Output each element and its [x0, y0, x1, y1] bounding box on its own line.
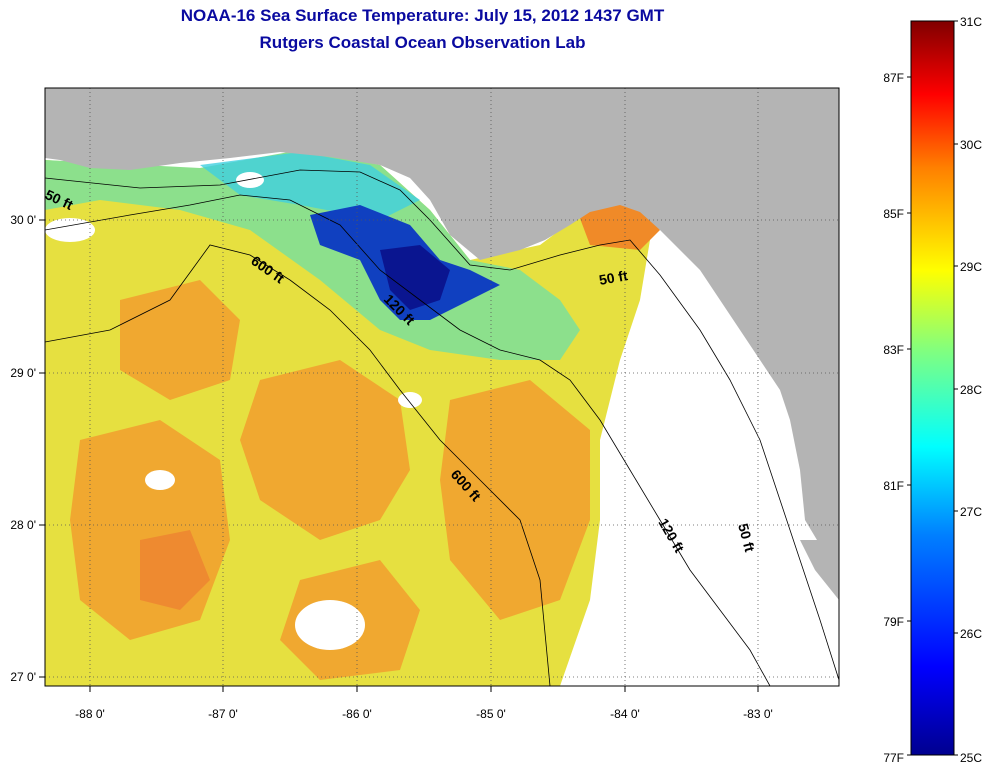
colorbar-fahrenheit-label: 77F	[883, 751, 904, 765]
cloud-gap	[295, 600, 365, 650]
sst-warm-patch	[440, 380, 590, 620]
colorbar-fahrenheit-label: 81F	[883, 479, 904, 493]
contour-label: 50 ft	[598, 267, 629, 288]
lat-tick-label: 27 0'	[10, 670, 36, 684]
sst-field-cyan	[200, 152, 420, 220]
colorbar-fahrenheit-label: 83F	[883, 343, 904, 357]
lon-tick-label: -87 0'	[208, 707, 238, 721]
colorbar-fahrenheit-label: 85F	[883, 207, 904, 221]
colorbar-fahrenheit-label: 87F	[883, 71, 904, 85]
plot-frame	[44, 87, 840, 687]
lat-tick-label: 28 0'	[10, 518, 36, 532]
contour-120ft	[45, 194, 771, 686]
graticule	[45, 88, 839, 686]
colorbar-fahrenheit-label: 79F	[883, 615, 904, 629]
cloud-gap	[236, 172, 264, 188]
cloud-gap	[145, 470, 175, 490]
contour-label: 50 ft	[735, 522, 758, 554]
lon-tick-label: -86 0'	[342, 707, 372, 721]
sst-warm-patch	[240, 360, 410, 540]
land-mass	[45, 88, 839, 545]
colorbar-celsius-label: 26C	[960, 627, 982, 641]
colorbar-celsius-label: 25C	[960, 751, 982, 765]
axis-ticks	[39, 219, 759, 692]
map-subtitle: Rutgers Coastal Ocean Observation Lab	[259, 33, 586, 52]
sst-warm-patch	[140, 530, 210, 610]
lat-tick-label: 30 0'	[10, 213, 36, 227]
colorbar-ticks	[907, 20, 958, 756]
lat-tick-label: 29 0'	[10, 366, 36, 380]
contour-600ft	[45, 244, 551, 686]
lon-tick-label: -84 0'	[610, 707, 640, 721]
cloud-gap	[398, 392, 422, 408]
sst-warm-patch	[575, 200, 660, 250]
map-title: NOAA-16 Sea Surface Temperature: July 15…	[180, 6, 665, 25]
colorbar-celsius-label: 28C	[960, 383, 982, 397]
cloud-gap	[45, 218, 95, 242]
colorbar	[910, 20, 955, 756]
lon-tick-label: -83 0'	[743, 707, 773, 721]
colorbar-celsius-label: 30C	[960, 138, 982, 152]
lon-tick-label: -85 0'	[476, 707, 506, 721]
land-gulf-bay	[800, 540, 839, 600]
colorbar-celsius-label: 29C	[960, 260, 982, 274]
colorbar-celsius-label: 27C	[960, 505, 982, 519]
colorbar-celsius-label: 31C	[960, 15, 982, 29]
sst-field-coldest	[380, 245, 450, 310]
contour-50ft	[45, 169, 839, 681]
lon-tick-label: -88 0'	[75, 707, 105, 721]
